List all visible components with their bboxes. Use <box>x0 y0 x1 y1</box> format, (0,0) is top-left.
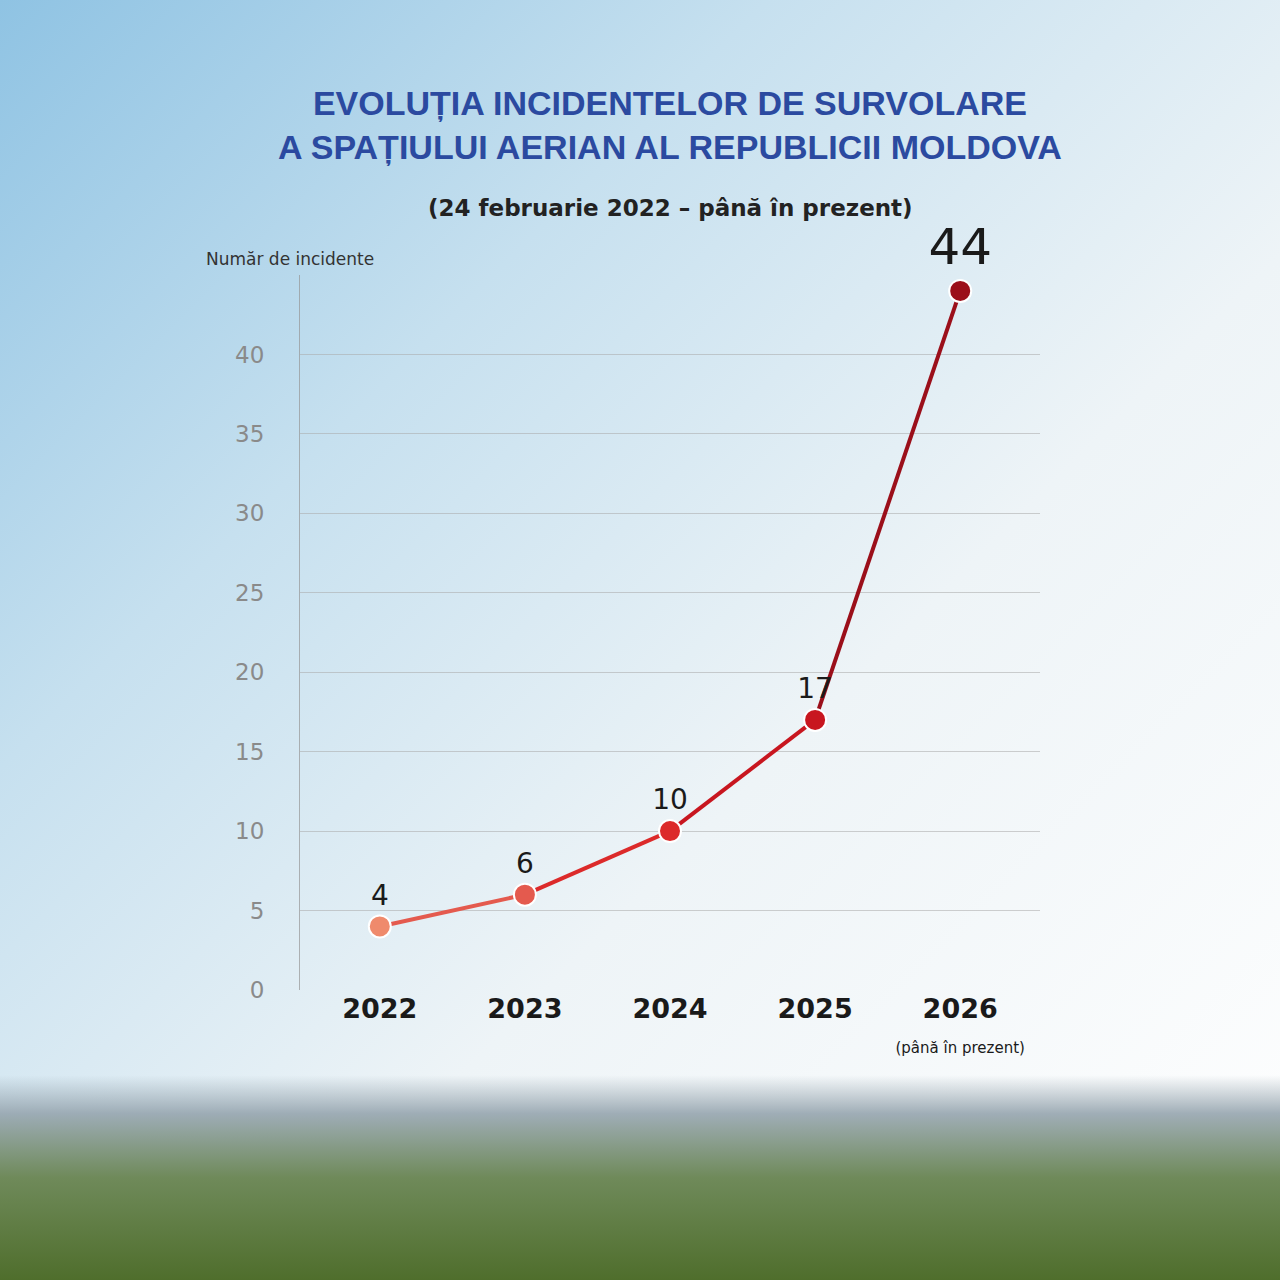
svg-text:40: 40 <box>235 341 264 367</box>
svg-text:6: 6 <box>516 847 534 880</box>
svg-text:2023: 2023 <box>487 993 562 1024</box>
svg-text:10: 10 <box>652 783 688 816</box>
svg-text:(24 februarie 2022 – până în p: (24 februarie 2022 – până în prezent) <box>428 195 913 221</box>
svg-text:0: 0 <box>250 977 265 1003</box>
svg-text:EVOLUȚIA INCIDENTELOR DE SURVO: EVOLUȚIA INCIDENTELOR DE SURVOLAREA SPAȚ… <box>278 84 1062 166</box>
svg-text:25: 25 <box>235 580 264 606</box>
svg-text:2022: 2022 <box>342 993 417 1024</box>
svg-text:4: 4 <box>371 879 389 912</box>
svg-text:Număr de incidente: Număr de incidente <box>206 249 374 269</box>
svg-text:17: 17 <box>797 672 833 705</box>
svg-text:2024: 2024 <box>632 993 707 1024</box>
svg-text:5: 5 <box>250 898 265 924</box>
svg-text:2025: 2025 <box>778 993 853 1024</box>
svg-text:2026(până în prezent): 2026(până în prezent) <box>895 993 1024 1057</box>
svg-text:20: 20 <box>235 659 264 685</box>
svg-text:44: 44 <box>928 218 992 276</box>
svg-text:10: 10 <box>235 818 264 844</box>
svg-text:35: 35 <box>235 421 264 447</box>
svg-text:30: 30 <box>235 500 264 526</box>
svg-text:15: 15 <box>235 739 264 765</box>
